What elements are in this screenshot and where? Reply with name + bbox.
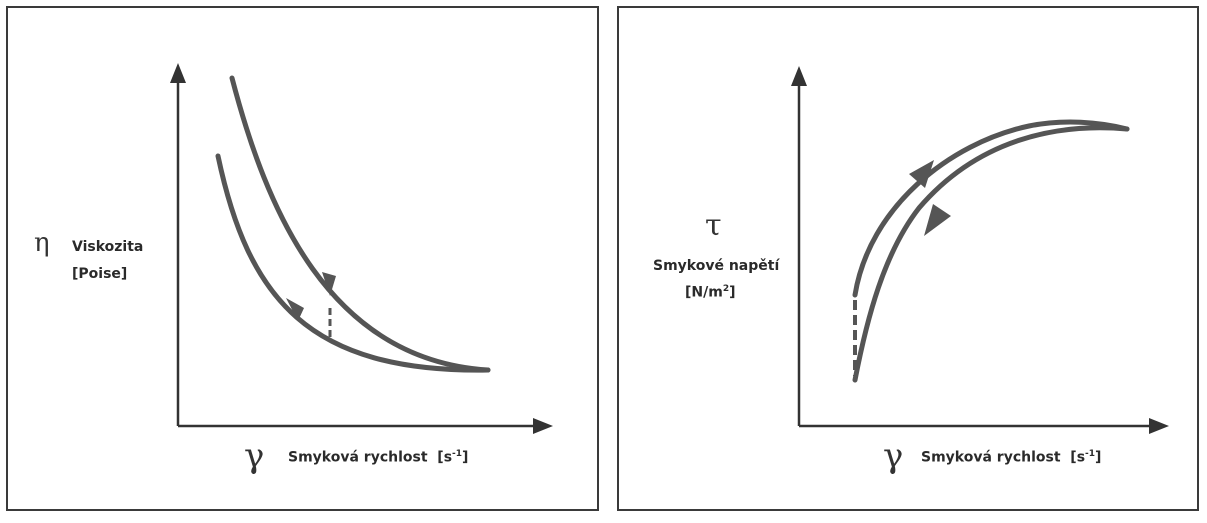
x-unit-exp: -1 — [1085, 449, 1096, 459]
x-unit-base: [s — [1070, 449, 1086, 466]
y-label-shear-stress-unit: [N/m2] — [685, 284, 736, 301]
x-unit-exp: -1 — [452, 449, 463, 459]
y-unit-exp: 2 — [722, 284, 730, 294]
shear-stress-diagram-panel: τ Smykové napětí [N/m2] γ Smyková rychlo… — [617, 6, 1199, 511]
tau-symbol: τ — [705, 208, 722, 243]
x-label-text: Smyková rychlost — [921, 449, 1061, 466]
x-axis-arrowhead — [1149, 418, 1169, 434]
downward-curve — [852, 125, 1130, 383]
x-label-text: Smyková rychlost — [288, 449, 428, 466]
shear-stress-diagram-svg — [791, 66, 1169, 434]
x-unit-close: ] — [1095, 449, 1102, 466]
gamma-symbol-left: γ — [244, 436, 265, 476]
curve-arrow-up — [286, 298, 304, 321]
y-axis-arrowhead — [170, 63, 186, 83]
eta-symbol: η — [34, 228, 50, 258]
x-unit-base: [s — [437, 449, 453, 466]
y-label-viscosity: Viskozita — [72, 239, 144, 255]
y-axis-arrowhead — [791, 66, 807, 86]
y-label-shear-stress: Smykové napětí — [653, 258, 780, 274]
viscosity-diagram-panel: η Viskozita [Poise] γ Smyková rychlost [… — [6, 6, 599, 511]
y-unit-base: [N/m — [685, 284, 723, 301]
upward-curve — [229, 75, 491, 373]
x-label-right: Smyková rychlost [s-1] — [921, 449, 1101, 466]
y-label-viscosity-unit: [Poise] — [72, 266, 128, 282]
x-label-left: Smyková rychlost [s-1] — [288, 449, 468, 466]
gamma-symbol-right: γ — [883, 436, 904, 476]
x-unit-close: ] — [462, 449, 469, 466]
curve-arrow-up — [909, 160, 934, 188]
curve-arrow-down — [322, 272, 336, 296]
curve-arrow-down — [924, 204, 951, 236]
upward-curve — [852, 119, 1130, 298]
viscosity-diagram-svg — [170, 63, 553, 434]
x-axis-arrowhead — [533, 418, 553, 434]
downward-curve — [215, 153, 491, 373]
y-unit-close: ] — [729, 284, 736, 301]
